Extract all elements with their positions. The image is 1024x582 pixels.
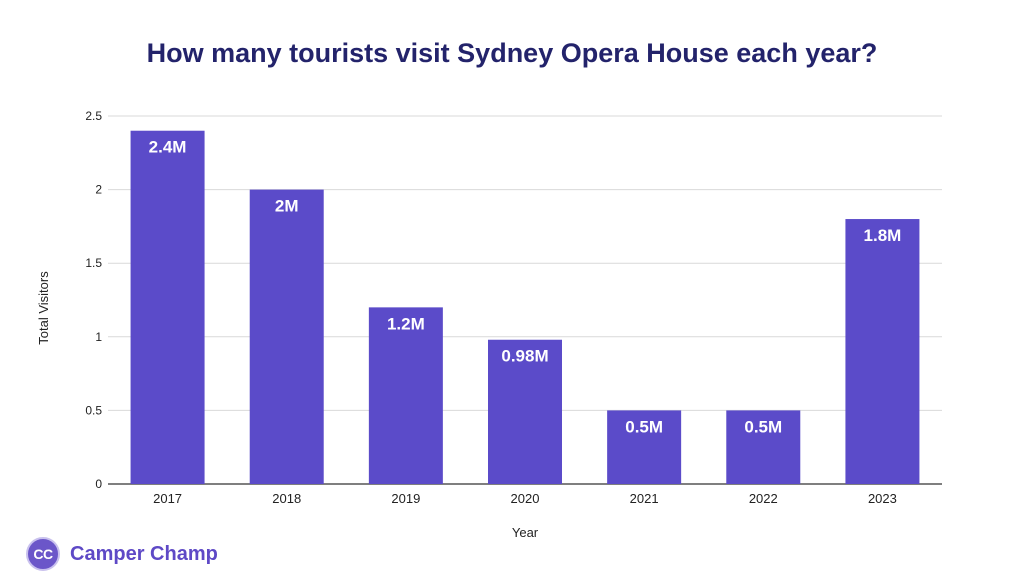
bar — [607, 410, 682, 484]
y-tick-label: 2 — [95, 183, 102, 197]
bar-data-label: 1.2M — [387, 314, 425, 333]
y-axis-label: Total Visitors — [36, 271, 51, 345]
bar-data-label: 2.4M — [149, 138, 187, 157]
x-axis-label: Year — [512, 525, 539, 540]
bar — [845, 219, 920, 485]
bar-data-label: 0.5M — [625, 417, 663, 436]
x-tick-label: 2018 — [272, 491, 301, 506]
bar — [726, 410, 801, 484]
y-tick-label: 1.5 — [85, 256, 102, 270]
brand-name: Camper Champ — [70, 542, 218, 565]
bar-data-label: 0.98M — [501, 347, 548, 366]
bar-data-label: 1.8M — [864, 226, 902, 245]
y-tick-label: 0 — [95, 477, 102, 491]
x-tick-label: 2022 — [749, 491, 778, 506]
x-tick-label: 2017 — [153, 491, 182, 506]
bar-data-label: 0.5M — [744, 417, 782, 436]
bar — [368, 307, 443, 484]
y-tick-label: 0.5 — [85, 403, 102, 417]
bar — [130, 130, 205, 484]
x-tick-label: 2023 — [868, 491, 897, 506]
y-tick-label: 1 — [95, 330, 102, 344]
bar — [488, 339, 562, 484]
x-tick-label: 2019 — [391, 491, 420, 506]
chart-title: How many tourists visit Sydney Opera Hou… — [146, 38, 878, 68]
y-tick-label: 2.5 — [85, 109, 102, 123]
brand[interactable]: CC Camper Champ — [26, 537, 218, 571]
brand-logo-icon: CC — [26, 537, 60, 571]
x-tick-label: 2020 — [511, 491, 540, 506]
x-tick-label: 2021 — [630, 491, 659, 506]
bar-data-label: 2M — [275, 197, 299, 216]
bar — [249, 189, 324, 484]
